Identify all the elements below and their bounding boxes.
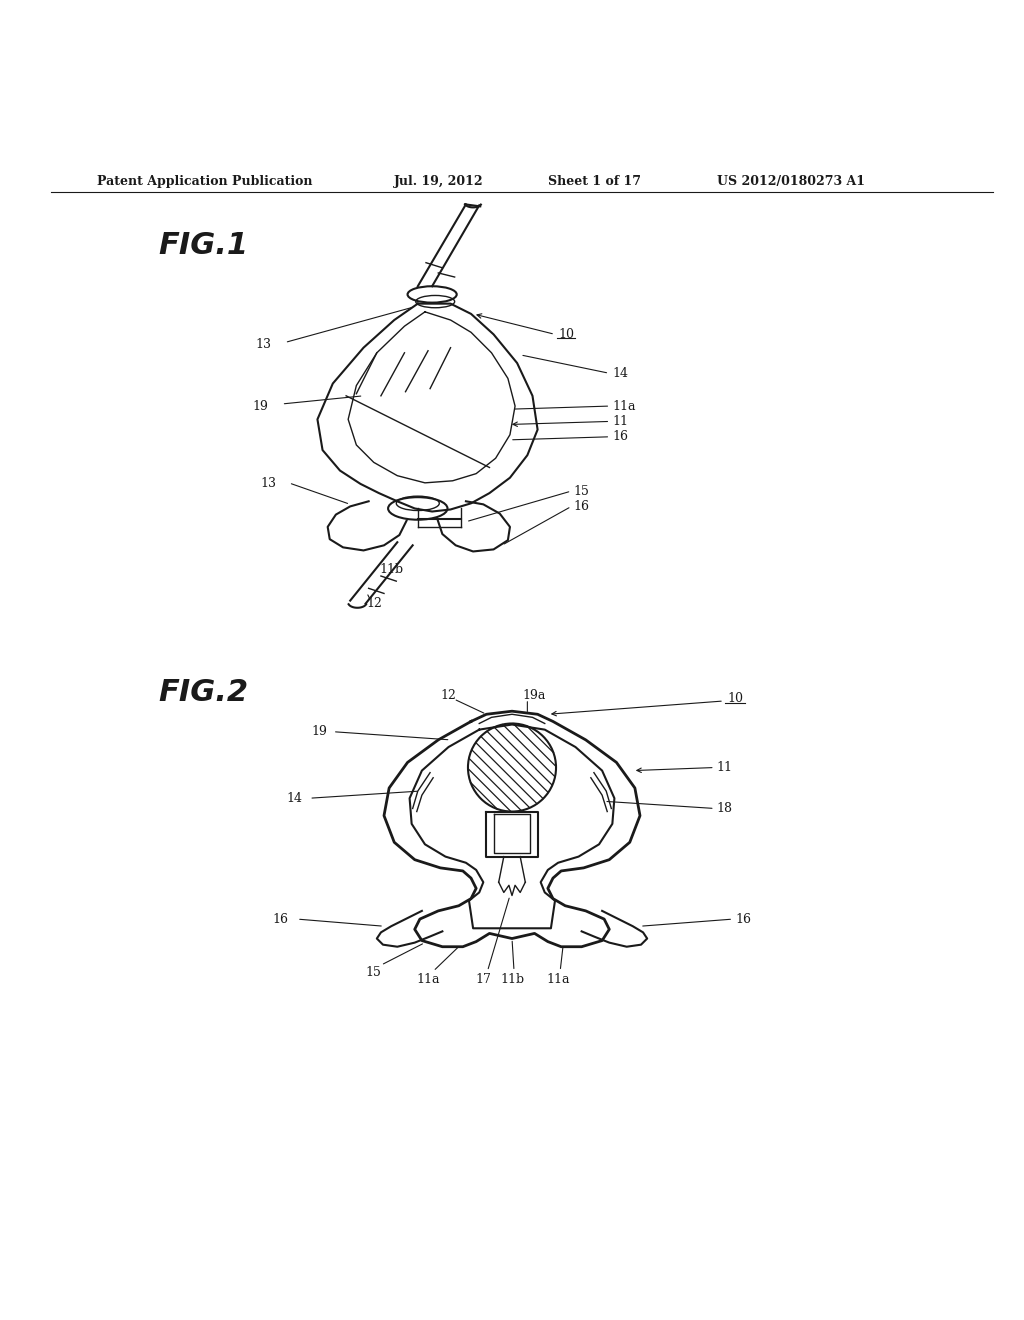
Text: Jul. 19, 2012: Jul. 19, 2012	[394, 176, 484, 189]
Text: Sheet 1 of 17: Sheet 1 of 17	[548, 176, 641, 189]
Text: FIG.2: FIG.2	[159, 678, 249, 708]
Text: 16: 16	[735, 912, 752, 925]
Text: Patent Application Publication: Patent Application Publication	[97, 176, 312, 189]
Text: 11a: 11a	[417, 973, 439, 986]
Text: 11b: 11b	[379, 564, 403, 577]
Text: 13: 13	[255, 338, 271, 351]
Text: 16: 16	[612, 430, 629, 444]
Text: 17: 17	[475, 973, 492, 986]
Text: 10: 10	[558, 327, 574, 341]
Text: 14: 14	[612, 367, 629, 380]
Text: 19: 19	[311, 725, 328, 738]
Text: 15: 15	[366, 966, 382, 979]
Text: 10: 10	[727, 693, 743, 705]
Text: 12: 12	[440, 689, 457, 702]
Text: 11: 11	[717, 762, 733, 774]
Text: 11b: 11b	[500, 973, 524, 986]
Text: 18: 18	[717, 803, 733, 814]
Text: US 2012/0180273 A1: US 2012/0180273 A1	[717, 176, 865, 189]
Text: 16: 16	[272, 912, 289, 925]
Text: 12: 12	[367, 597, 383, 610]
Text: 15: 15	[573, 484, 590, 498]
Text: 19: 19	[252, 400, 268, 413]
Text: 13: 13	[260, 478, 276, 490]
Text: FIG.1: FIG.1	[159, 231, 249, 260]
Text: 11a: 11a	[612, 400, 636, 413]
Text: 16: 16	[573, 500, 590, 513]
Text: 14: 14	[286, 792, 302, 805]
Text: 19a: 19a	[522, 689, 546, 702]
Text: 11: 11	[612, 414, 629, 428]
Text: 11a: 11a	[547, 973, 569, 986]
